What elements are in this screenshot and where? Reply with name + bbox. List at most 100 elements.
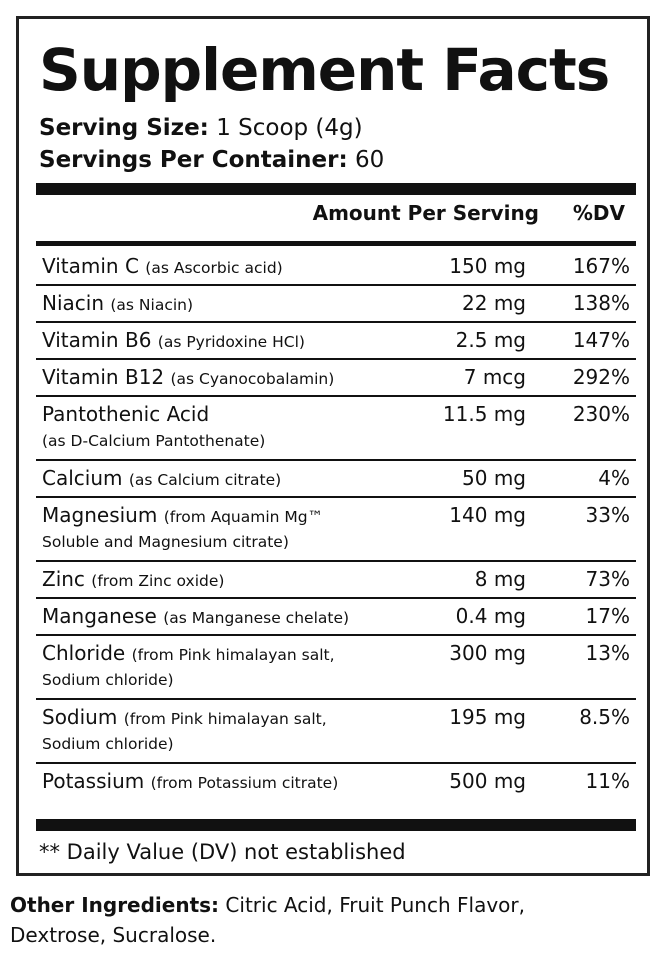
nutrient-dv: 167% — [572, 254, 630, 278]
row-divider — [36, 698, 636, 700]
nutrient-label: Magnesium — [42, 503, 158, 527]
other-ingredients-label: Other Ingredients: — [10, 893, 220, 917]
nutrient-amount: 140 mg — [449, 503, 526, 527]
nutrient-label: Niacin — [42, 291, 105, 315]
servings-per-container-label: Servings Per Container: — [39, 147, 348, 173]
nutrient-label: Manganese — [42, 604, 157, 628]
nutrient-row: Sodium (from Pink himalayan salt, Sodium … — [36, 699, 636, 763]
nutrient-row: Vitamin C (as Ascorbic acid) 150 mg 167% — [36, 248, 636, 285]
nutrient-name: Chloride (from Pink himalayan salt, — [42, 641, 335, 668]
row-divider — [36, 496, 636, 498]
nutrient-label: Vitamin B12 — [42, 365, 165, 389]
nutrient-amount: 11.5 mg — [442, 402, 526, 426]
supplement-facts-panel: Supplement Facts Serving Size: 1 Scoop (… — [16, 16, 650, 876]
nutrient-source-continued: Soluble and Magnesium citrate) — [42, 533, 289, 551]
header-daily-value: %DV — [572, 201, 625, 225]
row-divider — [36, 395, 636, 397]
nutrient-dv: 8.5% — [579, 705, 630, 729]
row-divider — [36, 634, 636, 636]
nutrient-amount: 22 mg — [462, 291, 526, 315]
other-ingredients-line2: Dextrose, Sucralose. — [10, 923, 217, 947]
row-divider — [36, 762, 636, 764]
nutrient-name: Sodium (from Pink himalayan salt, — [42, 705, 327, 732]
other-ingredients-line1: Citric Acid, Fruit Punch Flavor, — [225, 893, 525, 917]
nutrient-dv: 147% — [572, 328, 630, 352]
serving-size-label: Serving Size: — [39, 115, 209, 141]
nutrient-row: Niacin (as Niacin) 22 mg 138% — [36, 285, 636, 322]
row-divider — [36, 597, 636, 599]
nutrient-row: Pantothenic Acid (as D-Calcium Pantothena… — [36, 396, 636, 460]
nutrient-amount: 150 mg — [449, 254, 526, 278]
nutrient-dv: 17% — [585, 604, 630, 628]
nutrient-dv: 138% — [572, 291, 630, 315]
nutrient-amount: 0.4 mg — [455, 604, 526, 628]
row-divider — [36, 560, 636, 562]
nutrient-dv: 292% — [572, 365, 630, 389]
nutrient-source: (as Niacin) — [110, 296, 194, 314]
nutrient-name: Vitamin B12 (as Cyanocobalamin) — [42, 365, 334, 392]
nutrient-source: (from Pink himalayan salt, — [131, 646, 335, 664]
nutrient-source: (from Zinc oxide) — [91, 572, 225, 590]
nutrient-amount: 500 mg — [449, 769, 526, 793]
nutrient-label: Sodium — [42, 705, 118, 729]
nutrient-source: (from Potassium citrate) — [150, 774, 339, 792]
nutrient-amount: 2.5 mg — [455, 328, 526, 352]
nutrient-row: Potassium (from Potassium citrate) 500 mg… — [36, 763, 636, 800]
nutrient-amount: 8 mg — [474, 567, 526, 591]
header-amount-per-serving: Amount Per Serving — [312, 201, 539, 225]
servings-per-container-value: 60 — [355, 147, 385, 173]
nutrient-source: (from Pink himalayan salt, — [123, 710, 327, 728]
nutrient-label: Vitamin C — [42, 254, 139, 278]
row-divider — [36, 459, 636, 461]
nutrient-source: (as Cyanocobalamin) — [170, 370, 335, 388]
nutrient-label: Zinc — [42, 567, 85, 591]
row-divider — [36, 358, 636, 360]
nutrient-amount: 300 mg — [449, 641, 526, 665]
row-divider — [36, 284, 636, 286]
nutrient-name: Vitamin B6 (as Pyridoxine HCl) — [42, 328, 305, 355]
nutrient-source: (as Calcium citrate) — [128, 471, 282, 489]
nutrient-row: Magnesium (from Aquamin Mg™ Soluble and M… — [36, 497, 636, 561]
nutrient-source-continued: Sodium chloride) — [42, 735, 174, 753]
nutrient-source: (as Manganese chelate) — [163, 609, 350, 627]
nutrient-name: Pantothenic Acid — [42, 402, 209, 427]
nutrient-source: (from Aquamin Mg™ — [163, 508, 324, 526]
nutrient-row: Vitamin B12 (as Cyanocobalamin) 7 mcg 292% — [36, 359, 636, 396]
nutrient-row: Manganese (as Manganese chelate) 0.4 mg 17… — [36, 598, 636, 635]
nutrient-label: Calcium — [42, 466, 123, 490]
nutrient-source-continued: (as D-Calcium Pantothenate) — [42, 432, 266, 450]
thick-divider-bottom — [36, 819, 636, 831]
nutrient-amount: 7 mcg — [463, 365, 526, 389]
nutrient-name: Zinc (from Zinc oxide) — [42, 567, 224, 594]
nutrient-dv: 13% — [585, 641, 630, 665]
thick-divider-top — [36, 183, 636, 195]
nutrient-label: Vitamin B6 — [42, 328, 152, 352]
footnote: ** Daily Value (DV) not established — [39, 840, 406, 864]
nutrient-row: Calcium (as Calcium citrate) 50 mg 4% — [36, 460, 636, 497]
nutrient-label: Chloride — [42, 641, 126, 665]
nutrient-label: Pantothenic Acid — [42, 402, 210, 426]
header-divider — [36, 241, 636, 246]
nutrient-dv: 33% — [585, 503, 630, 527]
serving-size: Serving Size: 1 Scoop (4g) — [39, 113, 363, 143]
nutrient-name: Calcium (as Calcium citrate) — [42, 466, 281, 493]
panel-title: Supplement Facts — [39, 36, 610, 104]
servings-per-container: Servings Per Container: 60 — [39, 145, 384, 175]
nutrient-row: Zinc (from Zinc oxide) 8 mg 73% — [36, 561, 636, 598]
nutrient-dv: 73% — [585, 567, 630, 591]
row-divider — [36, 321, 636, 323]
nutrient-name: Manganese (as Manganese chelate) — [42, 604, 349, 631]
nutrient-dv: 230% — [572, 402, 630, 426]
serving-size-value: 1 Scoop (4g) — [216, 115, 363, 141]
nutrient-dv: 11% — [585, 769, 630, 793]
nutrient-source: (as Pyridoxine HCl) — [157, 333, 305, 351]
nutrient-row: Vitamin B6 (as Pyridoxine HCl) 2.5 mg 147% — [36, 322, 636, 359]
nutrient-source-continued: Sodium chloride) — [42, 671, 174, 689]
nutrient-name: Vitamin C (as Ascorbic acid) — [42, 254, 283, 281]
nutrient-row: Chloride (from Pink himalayan salt, Sodiu… — [36, 635, 636, 699]
nutrient-name: Niacin (as Niacin) — [42, 291, 193, 318]
nutrient-amount: 195 mg — [449, 705, 526, 729]
nutrient-source: (as Ascorbic acid) — [145, 259, 283, 277]
nutrient-name: Magnesium (from Aquamin Mg™ — [42, 503, 323, 530]
nutrient-name: Potassium (from Potassium citrate) — [42, 769, 338, 796]
